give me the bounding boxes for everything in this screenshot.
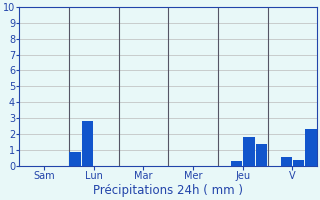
Bar <box>82 121 93 166</box>
Bar <box>256 144 267 166</box>
Bar <box>69 152 81 166</box>
X-axis label: Précipitations 24h ( mm ): Précipitations 24h ( mm ) <box>93 184 243 197</box>
Bar <box>305 129 316 166</box>
Bar <box>231 161 242 166</box>
Bar <box>243 137 254 166</box>
Bar <box>293 160 304 166</box>
Bar <box>281 157 292 166</box>
